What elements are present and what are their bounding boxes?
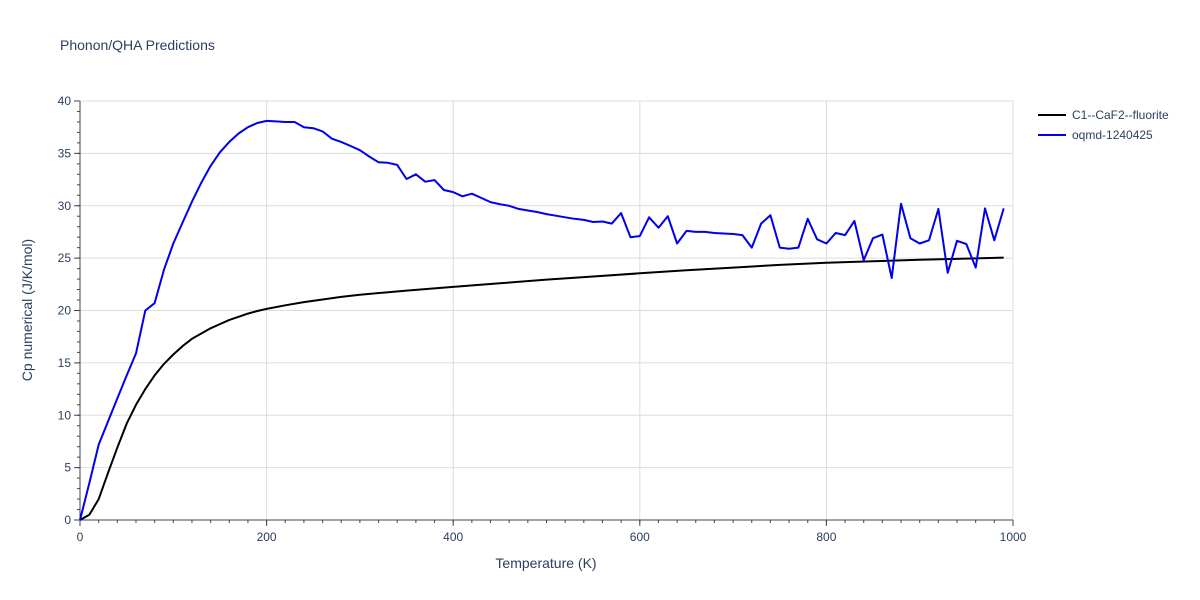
x-tick-label: 0 bbox=[77, 530, 84, 544]
series-group bbox=[79, 119, 1005, 521]
legend-label: oqmd-1240425 bbox=[1072, 128, 1153, 142]
legend-item-1[interactable]: C1--CaF2--fluorite bbox=[1038, 108, 1169, 122]
series-line-1 bbox=[79, 256, 1004, 521]
y-tick-label: 15 bbox=[58, 356, 72, 370]
y-tick-label: 35 bbox=[58, 146, 72, 160]
x-axis-ticks: 0 200 400 600 800 1000 bbox=[77, 520, 1027, 544]
y-axis-ticks: 0 5 10 15 20 25 30 35 40 bbox=[58, 94, 80, 527]
x-tick-label: 600 bbox=[630, 530, 650, 544]
y-tick-label: 20 bbox=[58, 304, 72, 318]
legend[interactable]: C1--CaF2--fluorite oqmd-1240425 bbox=[1038, 108, 1169, 142]
x-tick-label: 200 bbox=[257, 530, 277, 544]
legend-label: C1--CaF2--fluorite bbox=[1072, 108, 1169, 122]
y-tick-label: 30 bbox=[58, 199, 72, 213]
x-tick-label: 800 bbox=[816, 530, 836, 544]
y-axis-title: Cp numerical (J/K/mol) bbox=[19, 239, 35, 381]
x-tick-label: 400 bbox=[443, 530, 463, 544]
series-line-2 bbox=[79, 119, 1005, 521]
chart-title: Phonon/QHA Predictions bbox=[60, 37, 215, 53]
x-tick-label: 1000 bbox=[1000, 530, 1027, 544]
x-axis-title: Temperature (K) bbox=[495, 555, 596, 571]
y-tick-label: 25 bbox=[58, 251, 72, 265]
y-tick-label: 10 bbox=[58, 408, 72, 422]
y-tick-label: 5 bbox=[64, 461, 71, 475]
grid bbox=[80, 100, 1014, 520]
y-tick-label: 40 bbox=[58, 94, 72, 108]
legend-item-2[interactable]: oqmd-1240425 bbox=[1038, 128, 1153, 142]
y-tick-label: 0 bbox=[64, 513, 71, 527]
